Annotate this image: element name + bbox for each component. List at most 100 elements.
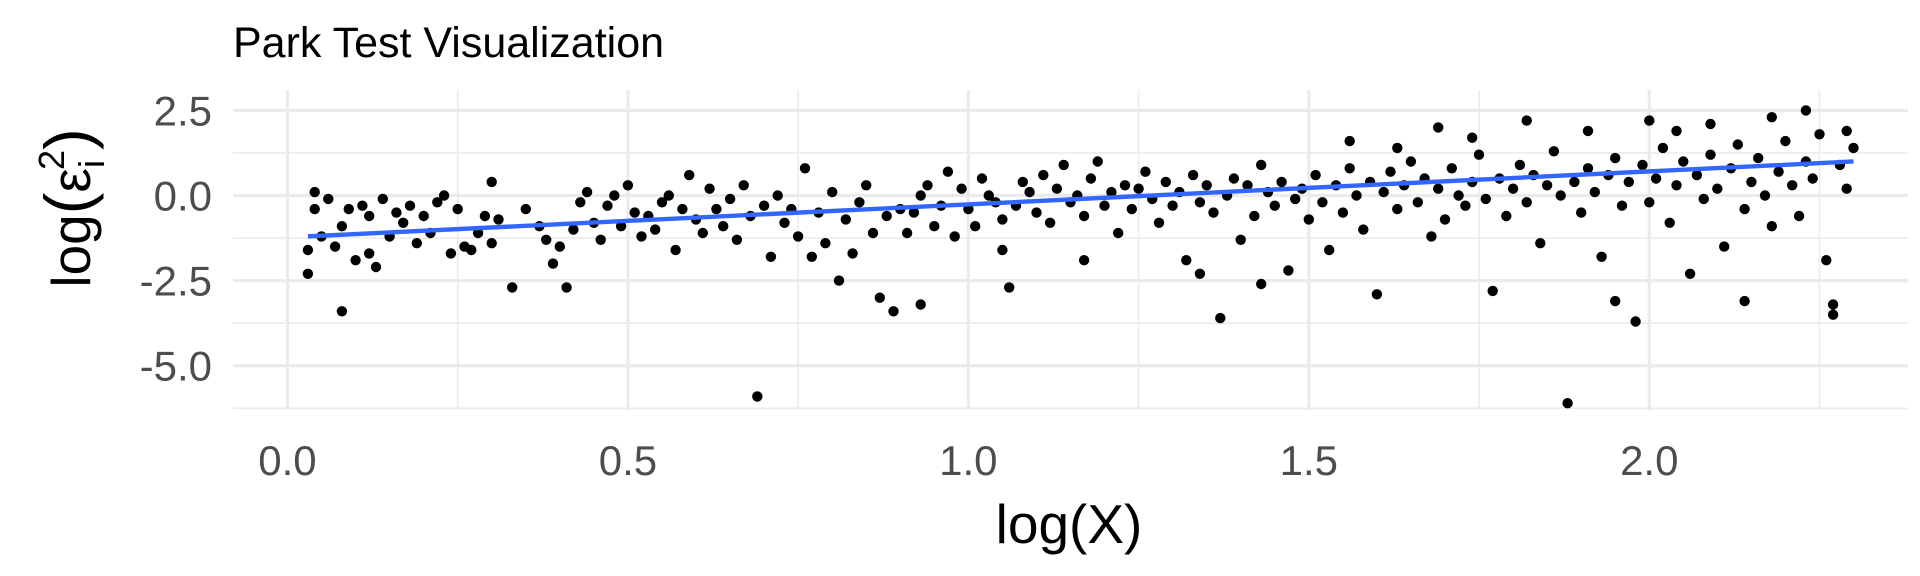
scatter-point [1256,159,1267,171]
scatter-point [731,234,743,245]
scatter-point [404,200,416,211]
scatter-point [323,193,334,205]
scatter-point [1181,255,1192,266]
scatter-point [779,217,790,228]
scatter-point [418,210,429,222]
scatter-point [1841,125,1852,137]
y-tick-label: 0.0 [154,173,212,220]
scatter-point [874,292,885,303]
scatter-point [997,214,1008,225]
scatter-point [827,186,838,198]
x-axis-tick-labels: 0.0 0.5 1.0 1.5 2.0 [258,437,1678,484]
scatter-point [1467,132,1478,143]
scatter-point [1691,169,1703,181]
scatter-point [656,197,668,208]
scatter-point [861,180,872,191]
scatter-point [622,180,634,191]
scatter-point [806,251,817,262]
scatter-point [595,234,606,245]
major-gridlines [233,90,1908,410]
scatter-point [711,203,722,215]
scatter-point [792,231,804,242]
x-tick-label: 0.5 [599,437,657,484]
scatter-points [302,105,1859,409]
scatter-point [1038,169,1049,181]
scatter-point [1780,135,1791,147]
scatter-point [1582,125,1594,137]
scatter-point [1848,142,1859,154]
scatter-point [670,244,681,256]
x-tick-label: 1.0 [939,437,997,484]
scatter-point [1453,190,1464,201]
scatter-point [1283,265,1294,276]
scatter-point [411,238,422,249]
y-title-close-paren: ) [31,128,104,150]
scatter-point [949,231,960,242]
scatter-point [915,190,926,201]
scatter-point [445,248,457,259]
scatter-point [438,190,450,201]
scatter-point [1739,295,1750,307]
scatter-point [697,227,708,239]
scatter-point [1317,197,1328,208]
chart-title: Park Test Visualization [233,19,664,67]
scatter-point [357,200,368,211]
scatter-point [1140,166,1151,177]
scatter-point [377,193,388,205]
scatter-point [1657,142,1669,154]
scatter-point [1351,190,1362,201]
scatter-point [765,251,777,262]
scatter-point [1514,159,1526,171]
scatter-point [1256,278,1267,290]
scatter-point [1644,115,1655,126]
scatter-point [336,221,348,232]
scatter-point [1473,149,1485,160]
scatter-point [1426,231,1437,242]
scatter-point [1078,210,1090,222]
scatter-point [1078,255,1090,266]
scatter-point [1616,200,1628,211]
scatter-point [364,248,375,259]
scatter-point [575,197,586,208]
scatter-point [1358,224,1369,235]
scatter-point [1324,244,1335,256]
scatter-point [1521,115,1532,126]
scatter-point [493,214,504,225]
scatter-point [1058,159,1069,171]
scatter-point [1344,135,1355,147]
scatter-point [350,255,361,266]
y-axis-title: log(εi2) [31,128,112,287]
scatter-point [854,197,865,208]
y-tick-label: 2.5 [154,87,212,134]
scatter-point [1106,186,1117,198]
scatter-point [684,169,695,181]
scatter-point [942,166,954,177]
scatter-point [881,210,892,222]
scatter-point [1807,173,1818,184]
scatter-point [1841,183,1852,194]
scatter-point [507,282,518,293]
minor-gridlines [233,90,1908,410]
scatter-point [799,163,811,174]
scatter-point [1705,118,1716,130]
scatter-point [1228,173,1240,184]
scatter-point [364,210,375,222]
scatter-point [1310,169,1321,181]
scatter-point [370,261,382,273]
scatter-point [663,190,674,201]
scatter-point [398,217,409,228]
scatter-point [1555,190,1566,201]
scatter-point [983,190,994,201]
scatter-point [1719,241,1730,252]
scatter-point [1576,207,1587,218]
scatter-point [1433,183,1444,194]
scatter-point [1337,207,1349,218]
scatter-point [1698,193,1709,205]
scatter-point [1024,186,1035,198]
scatter-point [997,244,1008,256]
scatter-point [1827,309,1839,320]
scatter-point [309,203,320,215]
y-title-subscript: i [71,160,112,168]
scatter-point [1521,197,1532,208]
scatter-point [1099,200,1110,211]
